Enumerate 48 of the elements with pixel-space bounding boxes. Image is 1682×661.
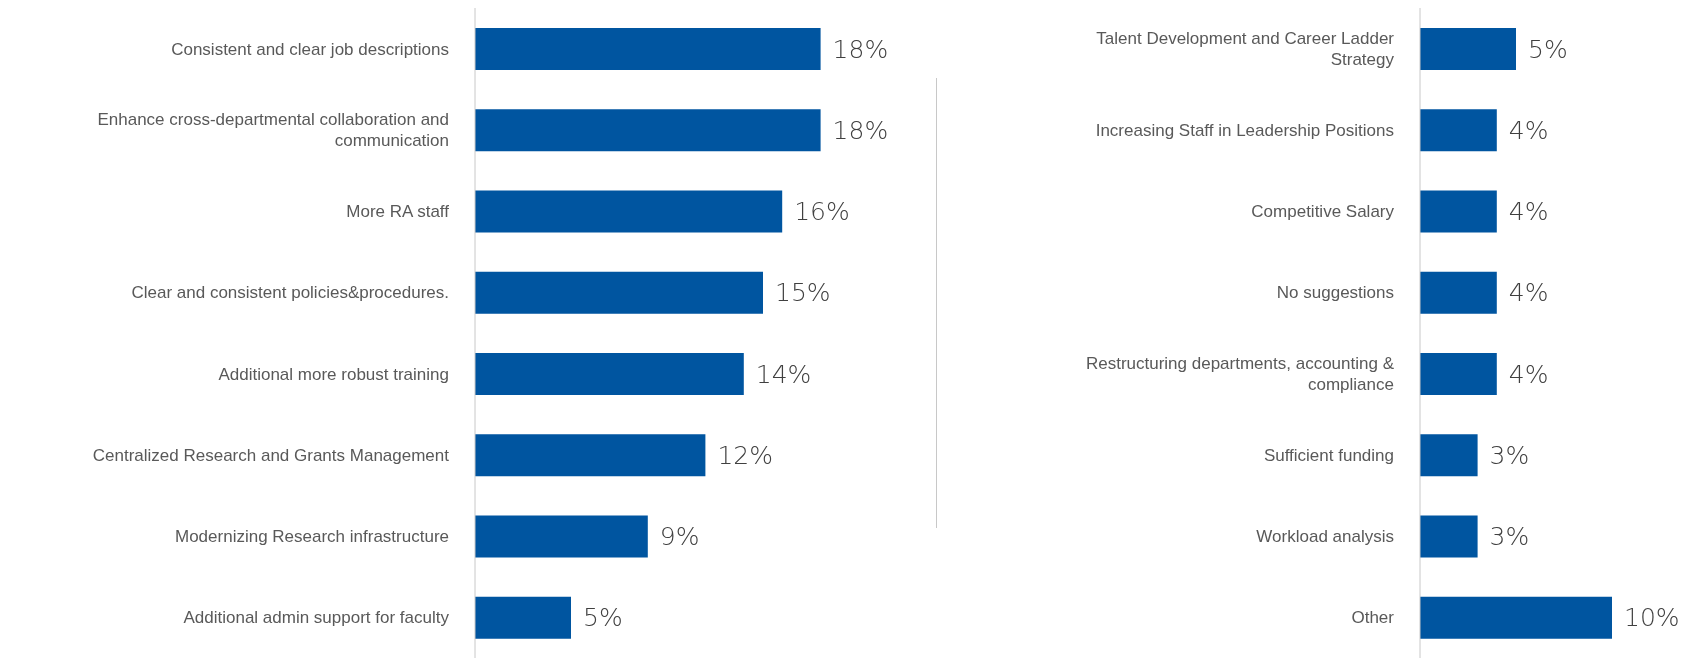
y-tick-label: Modernizing Research infrastructure [174,526,449,546]
data-label: 4% [1508,115,1549,145]
bar [475,434,706,477]
bar [1420,190,1497,233]
bar [475,271,763,314]
bar [1420,28,1516,70]
bar [1420,353,1497,395]
bar [1420,596,1612,639]
bar [1420,434,1478,477]
data-label: 12% [717,440,773,470]
y-tick-label: Increasing Staff in Leadership Positions [1095,120,1394,140]
y-tick-label: Workload analysis [1256,526,1394,546]
data-label: 18% [832,34,889,64]
data-label: 3% [1489,440,1530,470]
y-tick-label: Enhance cross-departmental collaboration and communication [97,109,449,150]
y-tick-label: Restructuring departments, accounting & compliance [1085,353,1395,394]
bar [475,515,648,558]
bar [475,353,744,395]
data-label: 9% [659,522,700,551]
bar [1420,271,1497,314]
y-tick-label: More RA staff [346,201,450,221]
data-label: 3% [1489,522,1530,551]
y-tick-label: Additional admin support for faculty [183,607,450,627]
bar [1420,109,1497,152]
data-label: 5% [1528,34,1568,64]
data-label: 16% [794,197,850,226]
data-label: 4% [1508,359,1549,389]
data-label: 10% [1624,603,1680,633]
data-label: 15% [775,278,831,308]
y-tick-label: Talent Development and Career Ladder Strategy [1096,28,1395,69]
y-tick-label: Centralized Research and Grants Management [92,445,450,465]
data-label: 5% [583,603,623,633]
bar [475,596,571,639]
y-tick-label: Sufficient funding [1263,445,1394,465]
bar [1420,515,1478,558]
data-label: 4% [1508,278,1549,308]
bar [475,109,821,152]
bar [475,28,821,70]
y-tick-label: No suggestions [1276,282,1394,302]
data-label: 18% [832,115,889,145]
data-label: 14% [755,359,812,389]
y-tick-label: Clear and consistent policies&procedures. [131,282,449,302]
y-tick-label: Competitive Salary [1251,201,1395,221]
y-tick-label: Other [1351,607,1395,627]
data-label: 4% [1508,197,1549,226]
bar [475,190,783,233]
y-tick-label: Consistent and clear job descriptions [171,39,449,59]
y-tick-label: Additional more robust training [218,364,449,384]
